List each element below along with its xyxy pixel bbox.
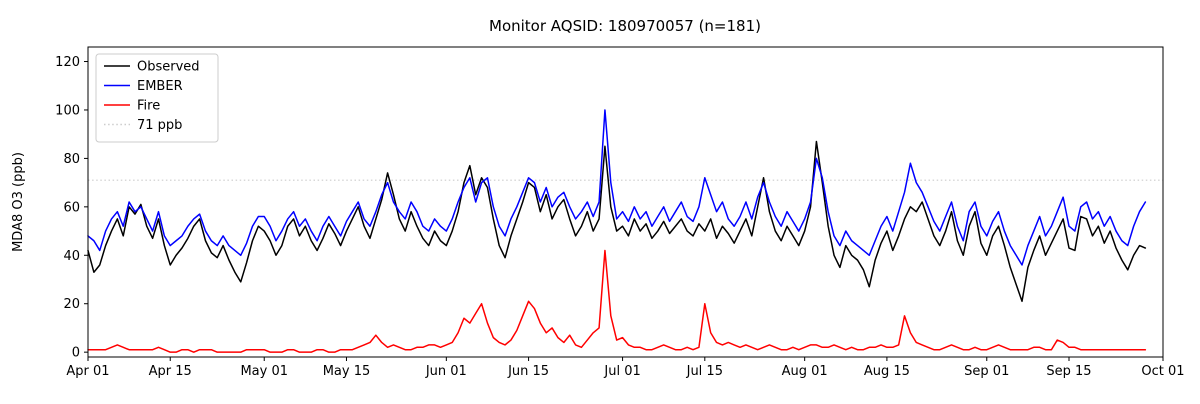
y-tick-label: 60 (63, 200, 80, 215)
x-tick-label: Jun 15 (507, 364, 549, 379)
x-tick-label: May 15 (323, 364, 371, 379)
y-tick-label: 0 (72, 346, 80, 361)
series-line-ember (87, 109, 1147, 266)
x-axis: Apr 01 Apr 15 May 01 May 15 Jun 01 Jun 15 Jul … (66, 357, 1185, 379)
y-tick-label: 100 (55, 103, 80, 118)
x-tick-label: Aug 15 (864, 364, 910, 379)
legend-item-label: EMBER (137, 79, 183, 94)
y-axis-label: MDA8 O3 (ppb) (11, 152, 26, 252)
legend-box (95, 53, 219, 143)
x-tick-label: Apr 01 (66, 364, 109, 379)
x-tick-label: Jul 01 (603, 364, 640, 379)
x-tick-label: Aug 01 (782, 364, 828, 379)
chart-title: Monitor AQSID: 180970057 (n=181) (489, 17, 761, 35)
series-group (87, 109, 1147, 353)
x-tick-label: Sep 01 (964, 364, 1009, 379)
y-axis: 0 20 40 60 80 100 120 (55, 55, 88, 361)
series-line-observed (87, 140, 1147, 303)
x-tick-label: Sep 15 (1046, 364, 1091, 379)
x-tick-label: May 01 (240, 364, 288, 379)
x-tick-label: Apr 15 (149, 364, 192, 379)
legend-item-label: Fire (137, 99, 160, 114)
series-line-fire (87, 249, 1147, 353)
plot-border (87, 46, 1164, 358)
x-tick-label: Oct 01 (1141, 364, 1184, 379)
y-tick-label: 120 (55, 55, 80, 70)
y-tick-label: 80 (63, 152, 80, 167)
legend-item-label: 71 ppb (137, 118, 182, 133)
x-tick-label: Jun 01 (425, 364, 467, 379)
legend: Observed EMBER Fire 71 ppb (95, 53, 219, 143)
x-tick-label: Jul 15 (686, 364, 723, 379)
y-tick-label: 20 (63, 297, 80, 312)
y-tick-label: 40 (63, 249, 80, 264)
legend-item-label: Observed (137, 60, 200, 75)
